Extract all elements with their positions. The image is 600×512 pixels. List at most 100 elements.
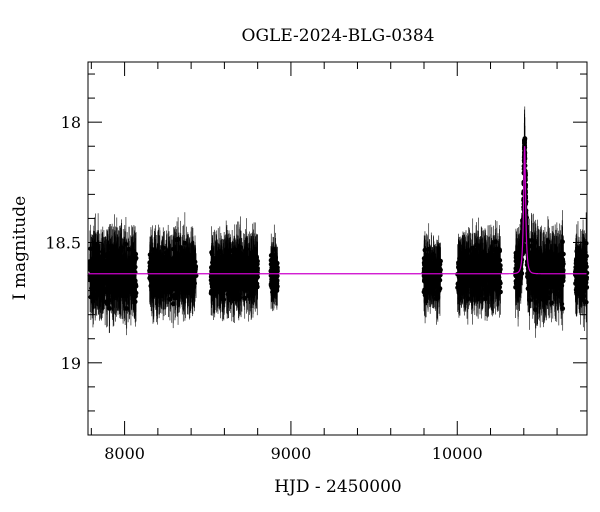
data-point	[421, 260, 427, 266]
data-point	[132, 278, 138, 284]
data-point	[426, 246, 432, 252]
data-point	[225, 252, 230, 258]
data-point	[220, 289, 226, 295]
data-point	[119, 286, 125, 292]
data-point	[173, 253, 179, 259]
data-point	[241, 266, 247, 272]
data-point	[91, 280, 97, 286]
data-point	[90, 260, 95, 266]
data-points	[87, 136, 590, 313]
data-point	[188, 254, 194, 259]
data-point	[209, 265, 214, 270]
data-point	[225, 291, 231, 297]
data-point	[271, 246, 277, 252]
data-point	[107, 306, 112, 311]
data-point	[255, 274, 260, 280]
data-point	[241, 282, 247, 287]
chart-title: OGLE-2024-BLG-0384	[242, 26, 435, 46]
data-point	[126, 246, 132, 252]
data-point	[153, 268, 159, 274]
data-point	[221, 297, 227, 302]
data-point	[224, 274, 230, 280]
data-point	[131, 255, 137, 261]
data-point	[246, 273, 252, 279]
data-point	[475, 292, 481, 297]
data-point	[190, 248, 196, 254]
data-point	[248, 278, 254, 283]
data-point	[242, 295, 248, 301]
data-point	[436, 288, 442, 293]
data-point	[243, 253, 249, 259]
data-point	[237, 257, 243, 263]
data-point	[253, 283, 259, 289]
data-point	[215, 282, 221, 288]
data-point	[249, 267, 255, 272]
data-point	[186, 277, 191, 283]
data-point	[214, 257, 220, 262]
data-point	[174, 289, 180, 295]
data-point	[92, 295, 98, 300]
data-point	[132, 285, 138, 290]
data-point	[107, 289, 113, 295]
data-point	[160, 265, 166, 270]
data-point	[248, 287, 254, 292]
data-point	[209, 250, 214, 255]
data-point	[187, 290, 193, 296]
data-point	[101, 274, 107, 279]
data-point	[147, 260, 153, 265]
data-point	[159, 293, 165, 299]
data-point	[169, 257, 174, 263]
data-point	[118, 250, 123, 256]
data-point	[210, 260, 215, 265]
data-point	[108, 263, 114, 269]
data-point	[125, 286, 130, 292]
data-point	[465, 296, 471, 302]
data-point	[155, 259, 161, 265]
data-point	[163, 285, 169, 291]
data-point	[268, 253, 274, 258]
data-point	[95, 245, 101, 251]
data-point	[175, 236, 181, 242]
data-point	[224, 285, 230, 291]
data-point	[231, 294, 237, 299]
data-point	[178, 273, 183, 279]
data-point	[118, 293, 123, 299]
data-point	[230, 281, 236, 287]
data-point	[210, 284, 216, 290]
data-point	[422, 292, 428, 298]
data-point	[223, 247, 229, 253]
data-point	[166, 273, 172, 279]
data-point	[91, 247, 97, 253]
data-point	[128, 280, 134, 285]
data-point	[428, 269, 434, 275]
data-point	[123, 241, 129, 247]
data-point	[132, 288, 138, 294]
data-point	[273, 267, 279, 272]
data-point	[217, 249, 223, 254]
data-point	[248, 291, 254, 296]
data-point	[117, 267, 123, 272]
data-point	[435, 294, 441, 300]
data-point	[159, 282, 165, 288]
data-point	[433, 281, 439, 287]
data-point	[434, 258, 440, 264]
data-point	[151, 276, 157, 282]
data-point	[231, 253, 236, 258]
data-point	[148, 256, 154, 261]
data-point	[155, 294, 160, 299]
data-point	[430, 278, 436, 283]
data-point	[163, 270, 169, 276]
data-point	[249, 251, 255, 257]
data-point	[242, 274, 247, 280]
data-point	[190, 258, 195, 263]
data-point	[243, 248, 248, 254]
data-point	[126, 268, 132, 274]
data-point	[423, 253, 429, 259]
data-point	[245, 262, 251, 268]
data-point	[177, 257, 183, 263]
data-point	[235, 270, 240, 276]
data-point	[101, 278, 106, 284]
data-point	[172, 261, 178, 267]
data-point	[90, 266, 95, 271]
data-point	[219, 257, 225, 263]
